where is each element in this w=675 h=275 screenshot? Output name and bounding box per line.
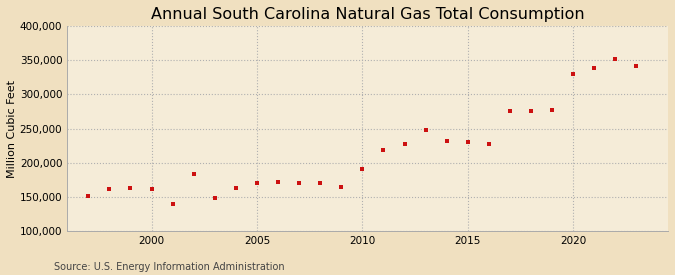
Point (483, 141, 494, 146)
Point (399, 141, 410, 146)
Point (421, 128, 431, 132)
Point (462, 139, 473, 144)
Point (568, 72, 578, 77)
Title: Annual South Carolina Natural Gas Total Consumption: Annual South Carolina Natural Gas Total … (151, 7, 585, 22)
Point (357, 167, 368, 171)
Point (294, 180, 304, 185)
Point (125, 186, 136, 190)
Point (315, 181, 325, 186)
Point (209, 196, 220, 200)
Y-axis label: Million Cubic Feet: Million Cubic Feet (7, 79, 17, 178)
Point (167, 202, 178, 206)
Point (273, 180, 284, 184)
Point (230, 186, 241, 190)
Point (547, 108, 558, 112)
Point (441, 139, 452, 143)
Point (252, 181, 263, 186)
Point (378, 148, 389, 152)
Point (336, 185, 347, 189)
Point (104, 187, 115, 192)
Text: Source: U.S. Energy Information Administration: Source: U.S. Energy Information Administ… (54, 262, 285, 272)
Point (146, 187, 157, 192)
Point (83, 193, 94, 198)
Point (610, 57, 621, 61)
Point (631, 64, 642, 68)
Point (589, 66, 599, 70)
Point (504, 109, 515, 113)
Point (188, 172, 199, 177)
Point (526, 109, 537, 113)
